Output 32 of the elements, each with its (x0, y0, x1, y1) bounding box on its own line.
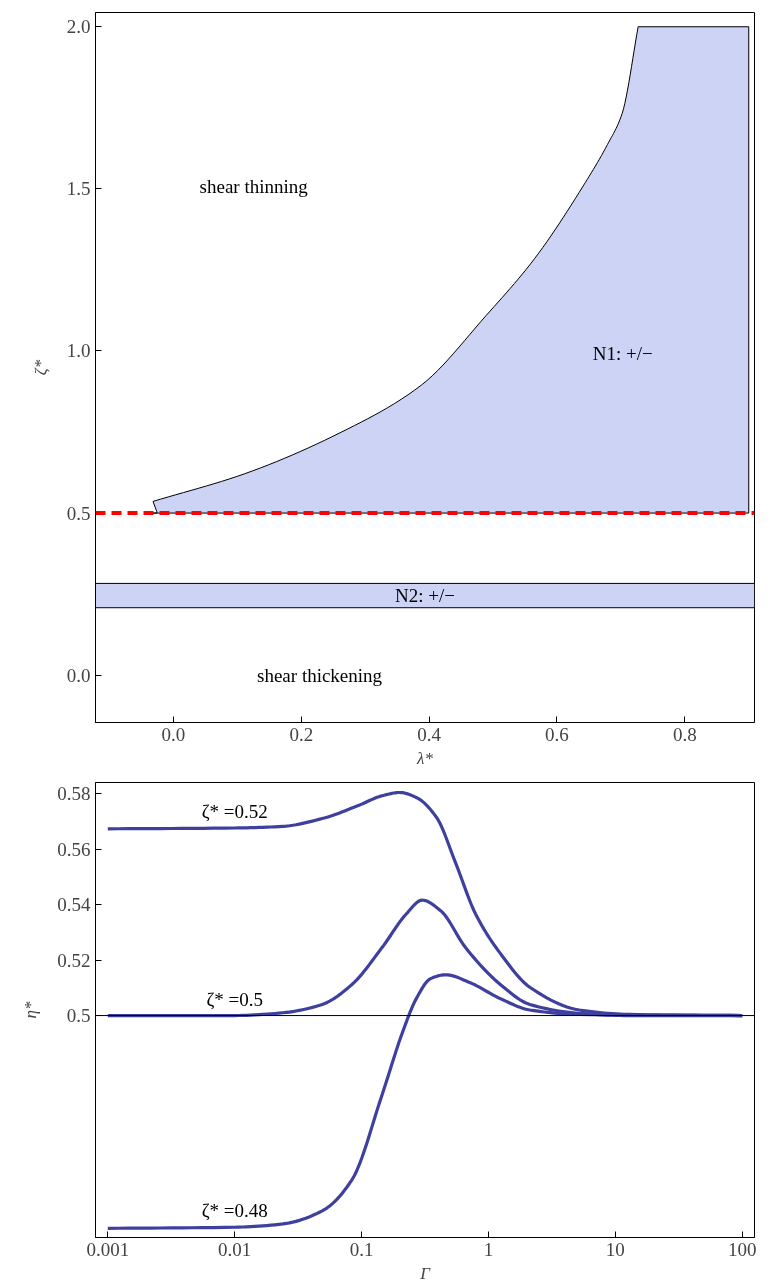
annotation: shear thickening (257, 665, 383, 687)
x-tick-label: 0.01 (218, 1238, 252, 1260)
y-tick-label: 0.5 (66, 502, 91, 524)
band-label: N2: +/− (395, 585, 455, 607)
x-tick-label: 0.4 (417, 723, 442, 745)
x-tick-label: 0.6 (545, 723, 569, 745)
y-tick-label: 1.0 (66, 340, 91, 362)
x-axis-title: λ* (416, 748, 434, 768)
y-tick-label: 1.5 (66, 178, 91, 200)
annotation: shear thinning (199, 175, 309, 197)
series-label: ζ* =0.48 (201, 1200, 268, 1222)
y-tick-label: 0.0 (66, 664, 91, 686)
annotation: N1: +/− (592, 342, 653, 364)
series-label: ζ* =0.5 (206, 988, 263, 1010)
y-tick-label: 0.56 (57, 838, 91, 860)
y-tick-label: 2.0 (66, 16, 91, 38)
x-axis-title: Γ (419, 1263, 432, 1283)
y-tick-label: 0.54 (57, 894, 91, 916)
x-tick-label: 100 (727, 1238, 757, 1260)
y-axis-title: η* (21, 1001, 41, 1019)
y-tick-label: 0.58 (57, 783, 91, 805)
y-axis-title: ζ* (30, 359, 50, 376)
series-label: ζ* =0.52 (201, 801, 268, 822)
x-tick-label: 1 (483, 1238, 494, 1260)
x-tick-label: 0.1 (349, 1238, 374, 1260)
x-tick-label: 0.0 (161, 723, 186, 745)
x-tick-label: 0.2 (289, 723, 314, 745)
y-tick-label: 0.52 (57, 949, 91, 971)
x-tick-label: 0.001 (86, 1238, 130, 1260)
y-tick-label: 0.5 (66, 1005, 91, 1027)
x-tick-label: 10 (605, 1238, 625, 1260)
x-tick-label: 0.8 (672, 723, 697, 745)
